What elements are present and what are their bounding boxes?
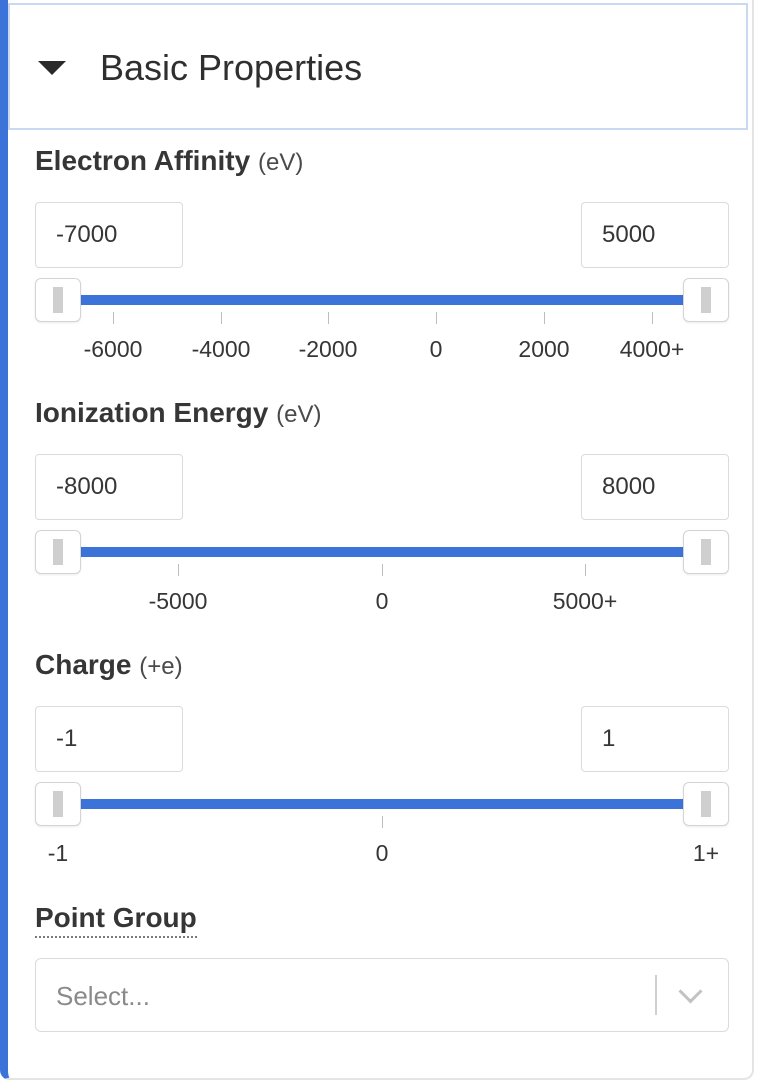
tick-label: 0 (429, 336, 443, 362)
charge-title: Charge (35, 649, 132, 680)
select-divider (655, 975, 657, 1015)
section-header[interactable]: Basic Properties (8, 3, 748, 130)
electron-affinity-unit: (eV) (257, 149, 304, 176)
ionization-energy-slider-track[interactable] (56, 547, 706, 557)
tick-label: 1+ (692, 840, 720, 866)
tick (652, 312, 653, 324)
electron-affinity-min-handle[interactable] (35, 278, 81, 322)
tick (544, 312, 545, 324)
tick-label: -6000 (83, 336, 143, 362)
point-group-placeholder: Select... (56, 981, 150, 1011)
point-group-label[interactable]: Point Group (35, 902, 197, 938)
charge-max-input[interactable]: 1 (581, 706, 729, 772)
electron-affinity-max-handle[interactable] (683, 278, 729, 322)
ionization-energy-max-input[interactable]: 8000 (581, 454, 729, 520)
charge-slider-track[interactable] (56, 799, 706, 809)
tick-label: -2000 (298, 336, 358, 362)
charge-label: Charge (+e) (35, 649, 183, 681)
tick-label: 0 (375, 588, 389, 614)
ionization-energy-label: Ionization Energy (eV) (35, 397, 321, 429)
tick (328, 312, 329, 324)
tick (113, 312, 114, 324)
electron-affinity-max-input[interactable]: 5000 (581, 202, 729, 268)
charge-min-input[interactable]: -1 (35, 706, 183, 772)
ionization-energy-min-input[interactable]: -8000 (35, 454, 183, 520)
chevron-down-icon[interactable] (678, 979, 703, 1004)
ionization-energy-unit: (eV) (276, 401, 322, 428)
tick-label: -5000 (148, 588, 208, 614)
tick-label: -1 (47, 840, 69, 866)
tick-label: 4000+ (619, 336, 685, 362)
charge-max-handle[interactable] (683, 782, 729, 826)
electron-affinity-title: Electron Affinity (35, 145, 251, 176)
tick-label: 5000+ (552, 588, 618, 614)
section-title: Basic Properties (100, 47, 363, 88)
ionization-energy-min-handle[interactable] (35, 530, 81, 574)
tick (382, 816, 383, 828)
tick-label: 0 (375, 840, 389, 866)
ionization-energy-title: Ionization Energy (35, 397, 269, 428)
charge-unit: (+e) (139, 653, 183, 680)
ionization-energy-max-handle[interactable] (683, 530, 729, 574)
tick (436, 312, 437, 324)
electron-affinity-min-input[interactable]: -7000 (35, 202, 183, 268)
point-group-select[interactable]: Select... (35, 958, 729, 1032)
tick (382, 564, 383, 576)
electron-affinity-label: Electron Affinity (eV) (35, 145, 303, 177)
tick (585, 564, 586, 576)
tick (221, 312, 222, 324)
tick-label: -4000 (191, 336, 251, 362)
caret-down-icon[interactable] (38, 61, 66, 75)
electron-affinity-slider-track[interactable] (56, 295, 706, 305)
tick-label: 2000 (518, 336, 570, 362)
charge-min-handle[interactable] (35, 782, 81, 826)
tick (178, 564, 179, 576)
